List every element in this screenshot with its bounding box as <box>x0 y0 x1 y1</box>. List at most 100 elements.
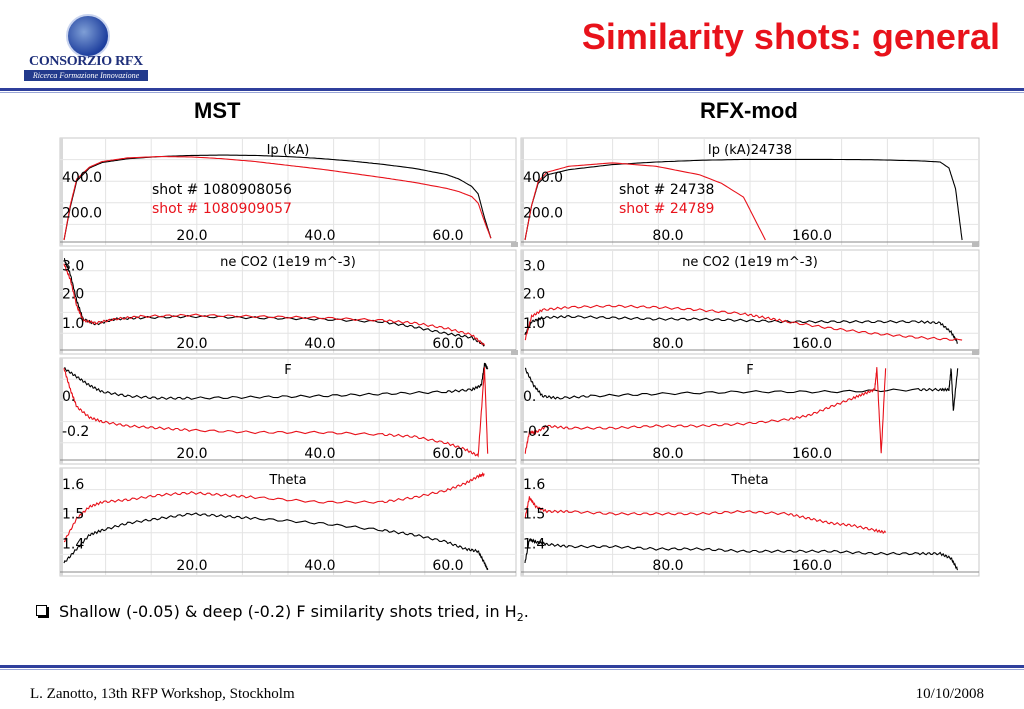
y-tick-label: 1.0 <box>62 316 84 332</box>
series-line-black <box>524 315 959 345</box>
footer-date: 10/10/2008 <box>915 686 984 702</box>
x-tick-label: 40.0 <box>304 446 335 462</box>
chart-title: Ip (kA)24738 <box>708 143 792 158</box>
logo-emblem-icon <box>66 14 110 58</box>
x-tick-label: 40.0 <box>304 558 335 574</box>
y-tick-label: -0.2 <box>523 424 550 440</box>
bullet-text: Shallow (-0.05) & deep (-0.2) F similari… <box>59 602 517 621</box>
x-tick-label: 60.0 <box>432 228 463 244</box>
series-line-red <box>524 162 766 241</box>
chart-mst-theta: Theta 20.0 40.0 60.0 1.6 1.5 1.4 <box>59 467 517 577</box>
footer-divider-thin <box>0 669 1024 670</box>
x-tick-label: 160.0 <box>792 228 832 244</box>
series-line-black <box>524 367 959 411</box>
series-line-black <box>63 258 485 347</box>
legend-entry: shot # 1080909057 <box>152 201 292 217</box>
x-tick-label: 40.0 <box>304 228 335 244</box>
panel-handle-icon <box>972 242 979 247</box>
y-tick-label: 1.5 <box>62 506 84 522</box>
x-tick-label: 160.0 <box>792 446 832 462</box>
x-tick-label: 20.0 <box>176 336 207 352</box>
bullet-square-icon <box>36 605 47 616</box>
logo-subtitle: Ricerca Formazione Innovazione <box>24 70 148 81</box>
panel-handle-icon <box>511 242 518 247</box>
series-line-red <box>524 367 887 454</box>
chart-rfx-ne: ne CO2 (1e19 m^-3) 80.0 160.0 3.0 2.0 1.0 <box>520 249 980 355</box>
chart-mst-f: F 20.0 40.0 60.0 0. -0.2 <box>59 357 517 465</box>
series-line-red <box>63 156 492 241</box>
bullet-subscript: 2 <box>516 611 524 625</box>
y-tick-label: 200.0 <box>62 206 102 222</box>
series-line-black <box>524 537 959 571</box>
series-line-red <box>524 496 887 535</box>
legend-entry: shot # 24738 <box>619 182 714 198</box>
y-tick-label: 1.4 <box>62 537 84 553</box>
series-line-black <box>63 154 492 241</box>
chart-rfx-ip: Ip (kA)24738 shot # 24738 shot # 24789 80.0… <box>520 137 980 247</box>
y-tick-label: 400.0 <box>523 170 563 186</box>
chart-left-gutter <box>521 358 524 464</box>
footer-divider <box>0 665 1024 668</box>
y-tick-label: 0. <box>523 389 536 405</box>
chart-title: Theta <box>730 473 768 488</box>
chart-title: Ip (kA) <box>267 143 310 158</box>
chart-title: F <box>284 363 291 378</box>
y-tick-label: 0. <box>62 389 75 405</box>
chart-left-gutter <box>60 250 63 354</box>
panel-handle-icon <box>511 350 518 355</box>
x-tick-label: 160.0 <box>792 558 832 574</box>
panel-handle-icon <box>972 350 979 355</box>
chart-rfx-theta: Theta 80.0 160.0 1.6 1.5 1.4 <box>520 467 980 577</box>
y-tick-label: 2.0 <box>62 287 84 303</box>
chart-mst-ip: Ip (kA) shot # 1080908056 shot # 108090905… <box>59 137 517 247</box>
y-tick-label: 1.6 <box>523 477 545 493</box>
y-tick-label: 400.0 <box>62 170 102 186</box>
x-tick-label: 60.0 <box>432 558 463 574</box>
legend-entry: shot # 1080908056 <box>152 182 292 198</box>
series-line-black <box>524 158 963 241</box>
chart-rfx-f: F 80.0 160.0 0. -0.2 <box>520 357 980 465</box>
chart-title: ne CO2 (1e19 m^-3) <box>682 255 818 270</box>
chart-left-gutter <box>521 250 524 354</box>
x-tick-label: 80.0 <box>652 446 683 462</box>
x-tick-label: 80.0 <box>652 336 683 352</box>
y-tick-label: 3.0 <box>523 259 545 275</box>
x-tick-label: 60.0 <box>432 336 463 352</box>
x-tick-label: 80.0 <box>652 228 683 244</box>
consorzio-rfx-logo: CONSORZIO RFX Ricerca Formazione Innovaz… <box>22 14 150 84</box>
y-tick-label: 3.0 <box>62 259 84 275</box>
series-line-red <box>63 471 485 543</box>
chart-left-gutter <box>521 138 524 246</box>
column-title-rfx-mod: RFX-mod <box>700 98 798 123</box>
bullet-point: Shallow (-0.05) & deep (-0.2) F similari… <box>36 602 529 624</box>
x-tick-label: 80.0 <box>652 558 683 574</box>
x-tick-label: 20.0 <box>176 558 207 574</box>
chart-left-gutter <box>60 468 63 576</box>
y-tick-label: 200.0 <box>523 206 563 222</box>
y-tick-label: 2.0 <box>523 287 545 303</box>
chart-title: F <box>746 363 753 378</box>
series-line-red <box>63 367 489 458</box>
x-tick-label: 40.0 <box>304 336 335 352</box>
x-tick-label: 20.0 <box>176 228 207 244</box>
series-line-black <box>63 512 489 571</box>
bullet-suffix: . <box>523 602 529 621</box>
chart-left-gutter <box>60 138 63 246</box>
chart-mst-ne: ne CO2 (1e19 m^-3) 20.0 40.0 60.0 3.0 2.0 1.0 <box>59 249 517 355</box>
series-line-red <box>63 263 485 346</box>
footer-author: L. Zanotto, 13th RFP Workshop, Stockholm <box>30 686 295 702</box>
header-divider <box>0 88 1024 91</box>
column-title-mst: MST <box>194 98 241 123</box>
chart-title: Theta <box>268 473 306 488</box>
series-line-black <box>63 362 489 400</box>
legend-entry: shot # 24789 <box>619 201 714 217</box>
chart-left-gutter <box>521 468 524 576</box>
chart-left-gutter <box>60 358 63 464</box>
x-tick-label: 160.0 <box>792 336 832 352</box>
slide-title: Similarity shots: general <box>581 16 1000 57</box>
y-tick-label: -0.2 <box>62 424 89 440</box>
x-tick-label: 60.0 <box>432 446 463 462</box>
y-tick-label: 1.6 <box>62 477 84 493</box>
chart-title: ne CO2 (1e19 m^-3) <box>220 255 356 270</box>
